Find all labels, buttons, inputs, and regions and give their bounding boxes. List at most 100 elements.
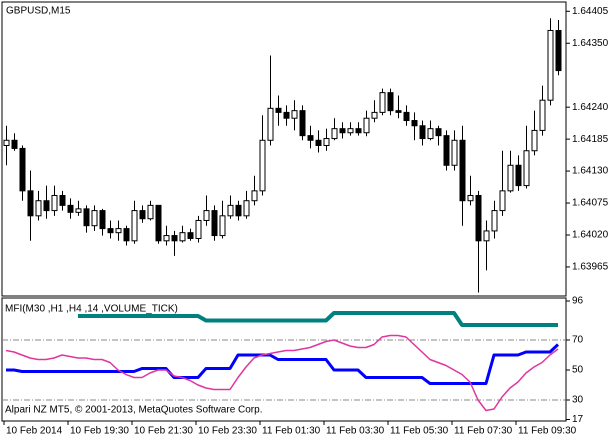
candle-body bbox=[155, 204, 162, 242]
y-tick-label: 1.64185 bbox=[572, 134, 609, 145]
candle-body bbox=[363, 117, 370, 134]
candle-body bbox=[43, 200, 50, 212]
candle-body bbox=[163, 235, 170, 242]
copyright: Alpari NZ MT5, © 2001-2013, MetaQuotes S… bbox=[5, 405, 262, 416]
x-tick-label: 10 Feb 23:30 bbox=[198, 426, 257, 437]
y-tick-label: 1.64130 bbox=[572, 166, 609, 177]
candle-body bbox=[499, 190, 506, 212]
candle-body bbox=[339, 128, 346, 134]
candle-body bbox=[299, 110, 306, 137]
candle-body bbox=[3, 139, 10, 147]
candle-body bbox=[291, 110, 298, 119]
candle-body bbox=[283, 111, 290, 119]
y-tick-label: 1.64240 bbox=[572, 102, 609, 113]
candle-body bbox=[539, 99, 546, 131]
candle-body bbox=[195, 219, 202, 239]
candle-body bbox=[507, 164, 514, 192]
candle-body bbox=[115, 228, 122, 234]
candle-body bbox=[315, 139, 322, 147]
x-tick-label: 11 Feb 03:30 bbox=[326, 426, 385, 437]
candle-body bbox=[347, 128, 354, 134]
candle-body bbox=[75, 208, 82, 213]
series-line bbox=[6, 343, 560, 385]
y-tick-label: 1.64020 bbox=[572, 230, 609, 241]
candle-body bbox=[515, 164, 522, 187]
candle-body bbox=[371, 111, 378, 119]
y-tick-label: 1.63965 bbox=[572, 262, 609, 273]
candle-body bbox=[395, 110, 402, 113]
x-tick-label: 11 Feb 01:30 bbox=[262, 426, 321, 437]
series-line bbox=[78, 311, 558, 327]
candle-body bbox=[235, 204, 242, 217]
y-tick-label: 70 bbox=[572, 335, 584, 346]
x-tick-label: 11 Feb 09:30 bbox=[518, 426, 577, 437]
candle-body bbox=[483, 230, 490, 242]
candle-body bbox=[227, 204, 234, 217]
candle-body bbox=[11, 139, 18, 149]
candle-body bbox=[147, 204, 154, 220]
y-tick-label: 1.64350 bbox=[572, 38, 609, 49]
candle-body bbox=[523, 150, 530, 187]
candle-body bbox=[35, 200, 42, 217]
x-tick-label: 10 Feb 21:30 bbox=[134, 426, 193, 437]
candle-body bbox=[243, 200, 250, 217]
candle-body bbox=[387, 92, 394, 112]
candle-body bbox=[179, 232, 186, 242]
candle-body bbox=[355, 128, 362, 134]
candle-body bbox=[171, 235, 178, 242]
candle-body bbox=[555, 29, 562, 72]
price-panel bbox=[1, 1, 567, 297]
candle-body bbox=[419, 125, 426, 140]
candle-body bbox=[379, 92, 386, 113]
x-tick-label: 10 Feb 2014 bbox=[6, 426, 63, 437]
candle-body bbox=[443, 135, 450, 166]
y-tick-label: 30 bbox=[572, 395, 584, 406]
candle-body bbox=[267, 107, 274, 141]
candle-body bbox=[83, 208, 90, 227]
candle-body bbox=[203, 210, 210, 221]
x-tick-label: 10 Feb 19:30 bbox=[70, 426, 129, 437]
x-tick-label: 11 Feb 07:30 bbox=[454, 426, 513, 437]
candle-body bbox=[307, 135, 314, 141]
candle-body bbox=[131, 210, 138, 242]
chart-title: GBPUSD,M15 bbox=[6, 6, 71, 17]
candle-body bbox=[451, 139, 458, 166]
candle-body bbox=[467, 194, 474, 202]
candle-body bbox=[67, 204, 74, 213]
candle-body bbox=[59, 194, 66, 206]
y-tick-label: 1.64075 bbox=[572, 198, 609, 209]
candle-body bbox=[435, 128, 442, 137]
candle-body bbox=[475, 194, 482, 242]
y-tick-label: 50 bbox=[572, 365, 584, 376]
candle-body bbox=[411, 120, 418, 127]
candle-body bbox=[547, 29, 554, 101]
candle-body bbox=[459, 139, 466, 202]
x-tick-label: 11 Feb 05:30 bbox=[390, 426, 449, 437]
candle-body bbox=[531, 129, 538, 152]
candle-body bbox=[219, 215, 226, 237]
candle-body bbox=[323, 138, 330, 147]
candle-body bbox=[259, 139, 266, 192]
candle-body bbox=[275, 107, 282, 113]
indicator-title: MFI(M30 ,H1 ,H4 ,14 ,VOLUME_TICK) bbox=[5, 304, 178, 315]
y-tick-label: 96 bbox=[572, 296, 584, 307]
candle-body bbox=[427, 128, 434, 140]
candle-body bbox=[211, 210, 218, 237]
candle-body bbox=[99, 210, 106, 230]
candle-body bbox=[91, 210, 98, 227]
candle-body bbox=[27, 190, 34, 217]
series-line bbox=[5, 334, 559, 412]
candle-body bbox=[331, 128, 338, 140]
candle-body bbox=[51, 194, 58, 212]
candle-body bbox=[187, 232, 194, 239]
candle-body bbox=[251, 190, 258, 202]
y-tick-label: 17 bbox=[572, 414, 584, 425]
y-tick-label: 1.64405 bbox=[572, 6, 609, 17]
candle-body bbox=[107, 228, 114, 234]
candle-body bbox=[403, 111, 410, 122]
candle-body bbox=[139, 210, 146, 220]
candle-body bbox=[491, 210, 498, 232]
candle-body bbox=[19, 147, 26, 192]
